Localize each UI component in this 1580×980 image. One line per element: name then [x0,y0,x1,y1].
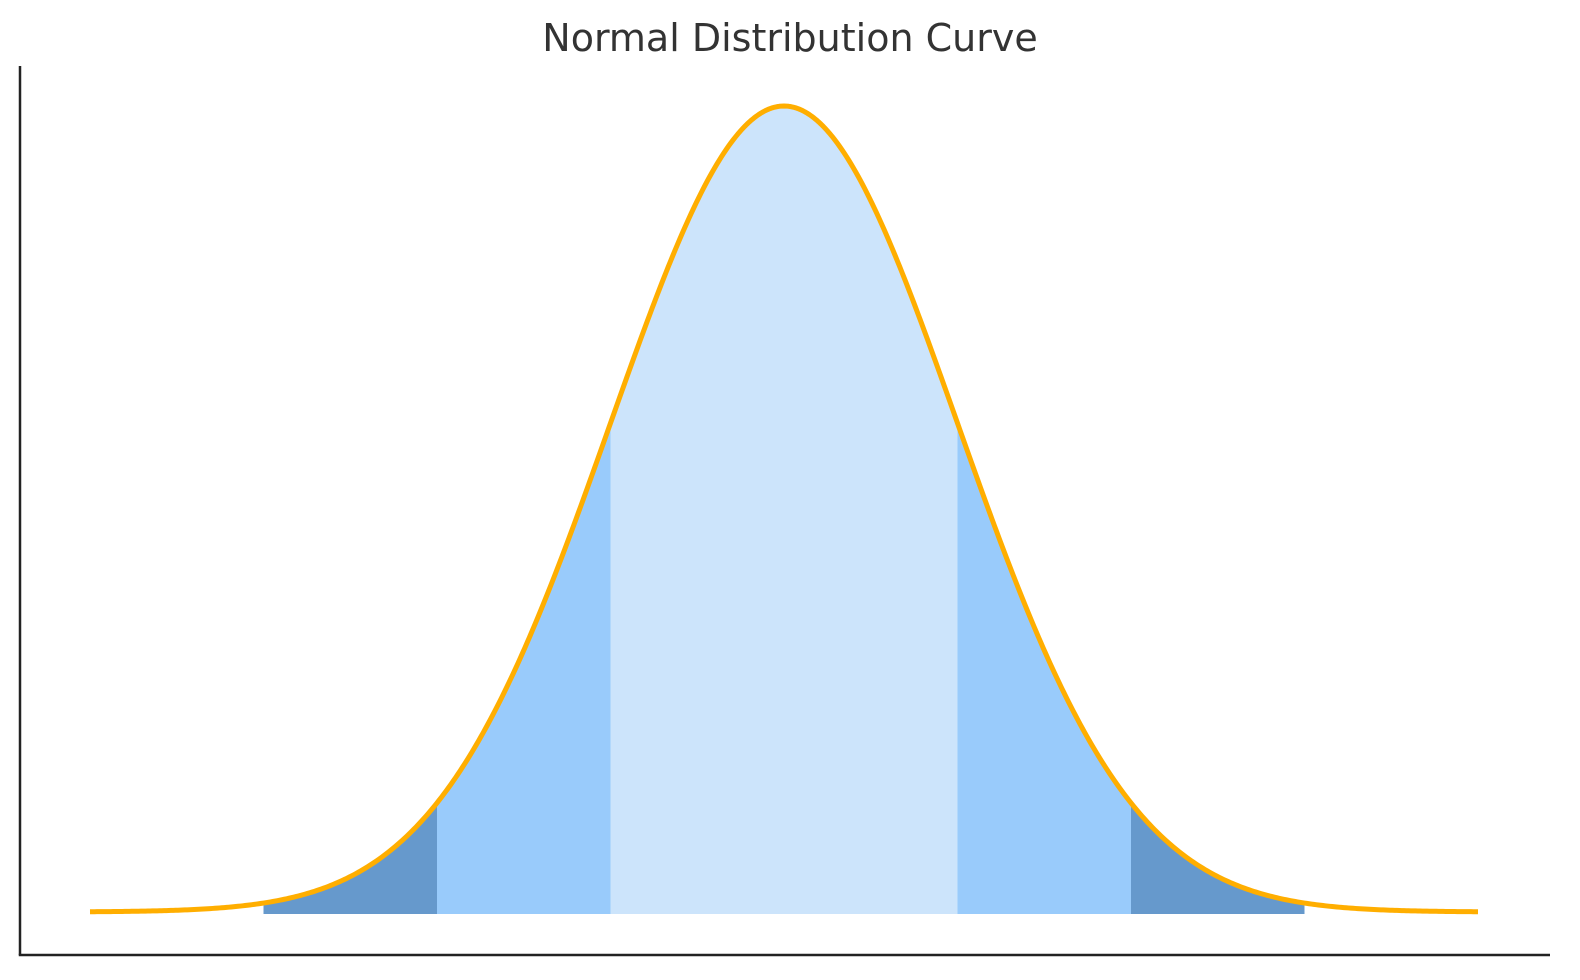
band--1-to-1 [610,106,958,914]
band--3-to--2 [263,802,437,914]
shaded-bands [263,106,1305,914]
band-2-to-3 [1131,802,1305,914]
chart-title: Normal Distribution Curve [542,16,1038,60]
series-line-normal-curve [89,103,1479,915]
